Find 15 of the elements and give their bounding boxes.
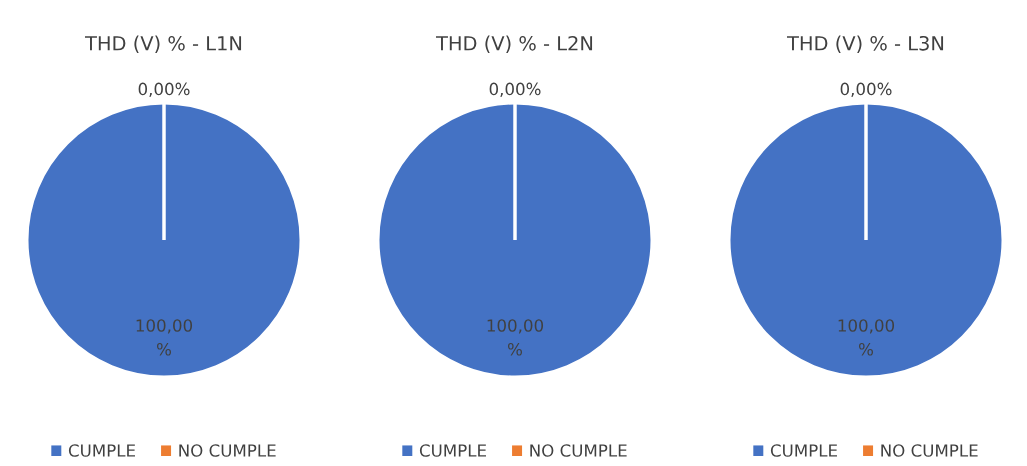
text: 0,00% — [840, 82, 892, 97]
legend-label: NO CUMPLE — [530, 444, 627, 457]
data-label: 100,00 % — [838, 319, 895, 356]
chart-title: THD (V) % - L2N — [435, 35, 593, 53]
legend-label: CUMPLE — [770, 444, 837, 457]
data-label: 100,00 % — [487, 319, 544, 356]
legend-label: NO CUMPLE — [881, 444, 978, 457]
data-label: 100,00 % — [136, 319, 193, 356]
text: 0,00% — [138, 82, 190, 97]
chart-title: THD (V) % - L3N — [786, 35, 944, 53]
legend-label: NO CUMPLE — [179, 444, 276, 457]
chart-title: THD (V) % - L1N — [84, 35, 242, 53]
legend-label: CUMPLE — [419, 444, 486, 457]
text: 0,00% — [489, 82, 541, 97]
legend-label: CUMPLE — [68, 444, 135, 457]
